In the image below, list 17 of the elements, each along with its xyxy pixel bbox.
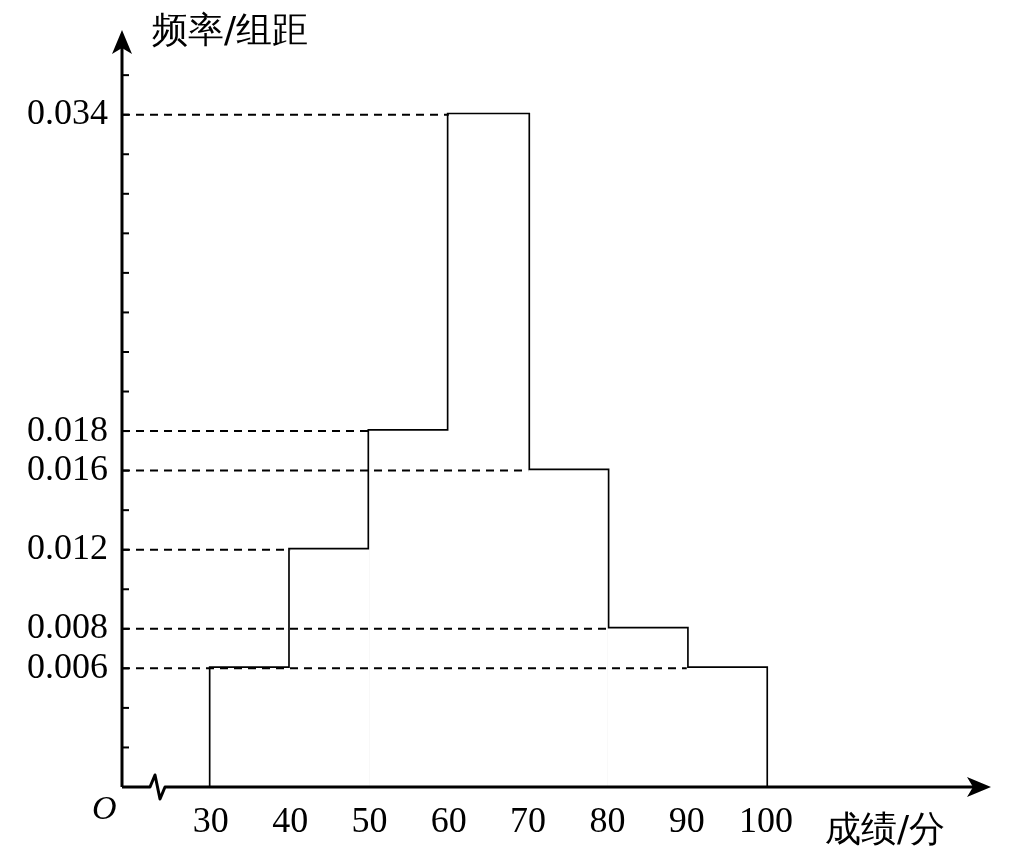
text: O [92,789,117,826]
x-tick-label: 90 [668,800,705,841]
y-tick-label: 0.012 [27,527,108,568]
x-tick-label: 80 [589,800,626,841]
x-tick-label: 100 [739,800,794,841]
x-tick-label: 60 [430,800,467,841]
x-axis-title: 成绩/分 [825,808,946,849]
x-tick-label: 50 [351,800,388,841]
y-tick-label: 0.018 [27,408,108,449]
y-tick-label: 0.016 [27,448,108,489]
x-tick-label: 30 [192,800,229,841]
x-tick-label: 40 [272,800,309,841]
y-axis-title: 频率/组距 [152,9,309,50]
y-tick-label: 0.008 [27,606,108,647]
y-tick-label: 0.034 [27,92,108,133]
y-tick-label: 0.006 [27,645,108,686]
x-tick-label: 70 [510,800,547,841]
